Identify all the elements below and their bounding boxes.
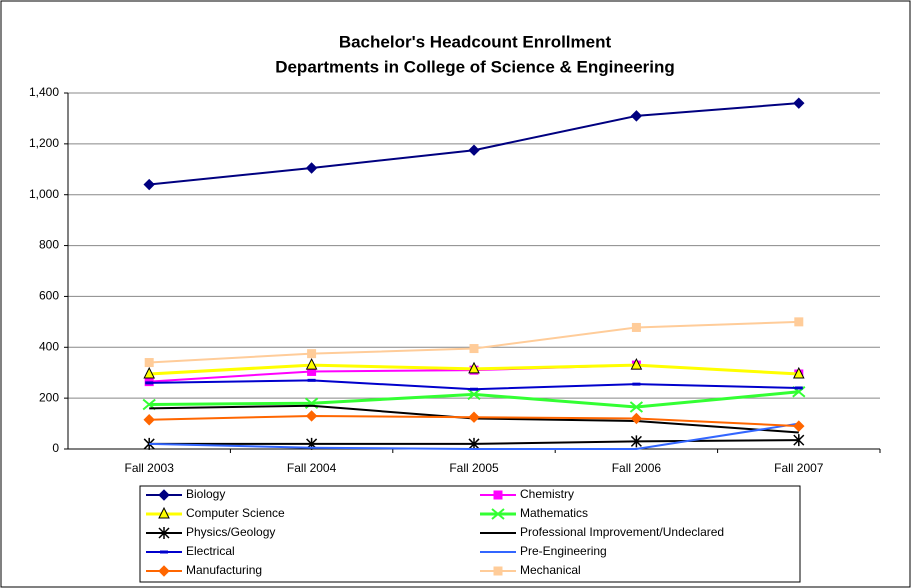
marker <box>158 489 170 501</box>
marker <box>631 322 641 332</box>
marker <box>632 382 641 386</box>
legend-label: Electrical <box>186 544 235 558</box>
series <box>143 357 805 379</box>
legend-label: Mechanical <box>520 563 581 577</box>
marker <box>307 366 317 376</box>
marker <box>468 411 480 423</box>
series <box>143 97 805 191</box>
marker <box>468 437 480 450</box>
x-tick-label: Fall 2006 <box>612 461 662 475</box>
marker <box>305 357 318 370</box>
marker <box>305 162 318 174</box>
chart-title: Departments in College of Science & Engi… <box>275 57 675 76</box>
legend-label: Manufacturing <box>186 563 262 577</box>
marker <box>143 414 155 426</box>
marker <box>143 178 155 191</box>
legend-label: Pre-Engineering <box>520 544 607 558</box>
legend-label: Physics/Geology <box>186 525 275 539</box>
marker <box>144 358 154 368</box>
y-tick-label: 200 <box>39 390 59 404</box>
marker <box>793 434 805 447</box>
marker <box>158 506 170 519</box>
legend-label: Professional Improvement/Undeclared <box>520 525 724 539</box>
series <box>145 378 803 391</box>
marker <box>794 317 804 327</box>
series <box>149 422 799 450</box>
marker <box>467 388 481 401</box>
marker <box>629 401 644 413</box>
marker <box>630 110 643 122</box>
marker <box>630 357 643 370</box>
legend-label: Chemistry <box>520 487 574 501</box>
marker <box>145 381 154 385</box>
legend-frame <box>139 485 801 583</box>
x-tick-label: Fall 2003 <box>125 461 175 475</box>
x-tick-label: Fall 2005 <box>449 461 499 475</box>
marker <box>793 97 805 109</box>
marker <box>792 366 805 379</box>
marker <box>470 387 478 391</box>
marker <box>793 420 805 432</box>
marker <box>158 527 170 539</box>
y-tick-label: 800 <box>39 238 59 252</box>
series <box>142 386 806 413</box>
marker <box>143 366 156 379</box>
chart-title: Bachelor's Headcount Enrollment <box>339 32 612 51</box>
marker <box>143 437 155 450</box>
y-tick-label: 1,000 <box>29 187 59 201</box>
marker <box>468 144 480 156</box>
marker <box>307 378 316 382</box>
marker <box>305 410 318 422</box>
y-tick-label: 600 <box>39 289 59 303</box>
marker <box>491 508 505 520</box>
series-line <box>149 422 799 450</box>
y-tick-label: 0 <box>52 441 59 455</box>
marker <box>794 386 803 390</box>
marker <box>493 490 503 500</box>
y-tick-label: 1,400 <box>29 85 59 99</box>
x-tick-label: Fall 2007 <box>774 461 824 475</box>
series <box>143 410 805 432</box>
series <box>144 317 804 368</box>
x-tick-label: Fall 2004 <box>287 461 337 475</box>
marker <box>469 344 479 354</box>
marker <box>630 435 642 448</box>
legend-label: Computer Science <box>186 506 285 520</box>
marker <box>468 361 480 374</box>
legend-label: Mathematics <box>520 506 588 520</box>
marker <box>630 412 643 425</box>
marker <box>307 349 317 359</box>
marker <box>158 565 170 577</box>
y-tick-label: 1,200 <box>29 136 59 150</box>
y-tick-label: 400 <box>39 339 59 353</box>
marker <box>493 566 503 576</box>
marker <box>160 550 168 554</box>
legend-label: Biology <box>186 487 225 501</box>
